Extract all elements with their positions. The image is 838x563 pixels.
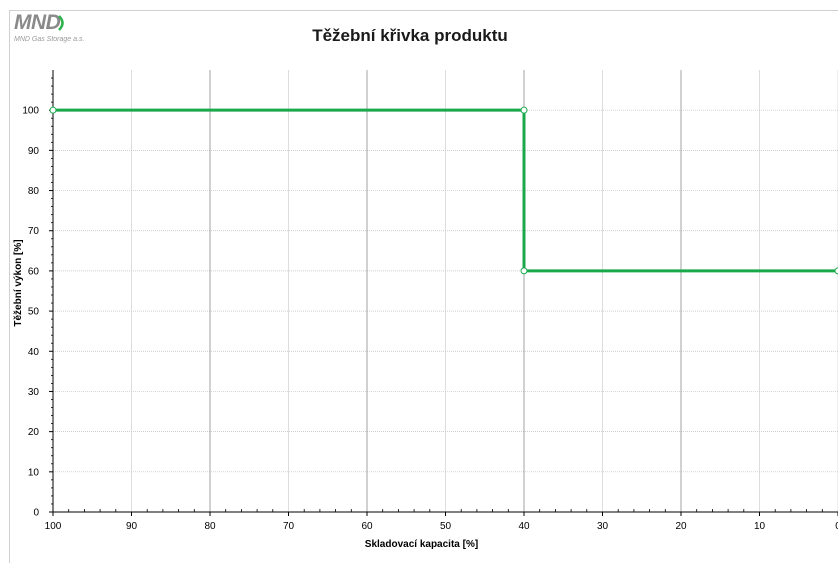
x-tick-label: 90 (126, 521, 138, 532)
logo-wordmark: MND (14, 11, 61, 34)
y-tick-label: 20 (28, 427, 40, 438)
x-tick-label: 0 (835, 521, 838, 532)
series-line (53, 108, 838, 273)
data-point-marker (520, 106, 528, 114)
y-tick-label: 40 (28, 347, 40, 358)
x-tick-label: 60 (361, 521, 373, 532)
y-tick-label: 0 (33, 508, 39, 519)
company-logo: MND MND Gas Storage a.s. (14, 12, 84, 43)
x-tick-label: 100 (45, 521, 62, 532)
chart-title: Těžební křivka produktu (312, 26, 508, 45)
y-tick-label: 50 (28, 307, 40, 318)
data-point-marker (834, 267, 838, 275)
y-axis-title: Těžební výkon [%] (13, 239, 24, 326)
x-tick-label: 40 (518, 521, 530, 532)
x-tick-label: 30 (597, 521, 609, 532)
y-tick-label: 70 (28, 226, 40, 237)
y-tick-label: 60 (28, 266, 40, 277)
x-tick-label: 70 (283, 521, 295, 532)
y-tick-label: 10 (28, 467, 40, 478)
chart-frame (9, 10, 838, 563)
x-tick-label: 10 (754, 521, 766, 532)
x-axis-title: Skladovací kapacita [%] (365, 539, 478, 550)
logo-subtitle: MND Gas Storage a.s. (14, 36, 85, 43)
y-tick-label: 80 (28, 186, 40, 197)
data-point-marker (520, 267, 528, 275)
y-tick-label: 100 (22, 106, 39, 117)
y-tick-label: 90 (28, 146, 40, 157)
x-tick-label: 80 (204, 521, 216, 532)
x-tick-label: 20 (675, 521, 687, 532)
y-tick-label: 30 (28, 387, 40, 398)
logo-swoosh-icon (58, 14, 65, 31)
data-point-marker (49, 106, 57, 114)
x-tick-label: 50 (440, 521, 452, 532)
